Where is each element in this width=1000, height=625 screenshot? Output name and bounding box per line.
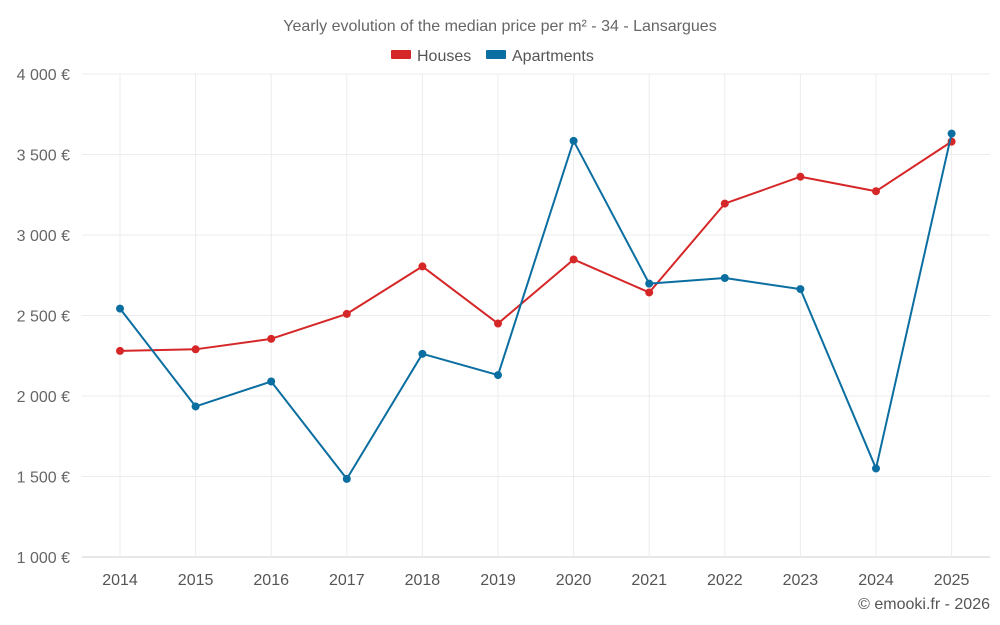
data-point-houses[interactable] [796, 172, 805, 181]
legend-item-houses[interactable]: Houses [391, 48, 471, 65]
data-point-apartments[interactable] [116, 304, 124, 313]
legend-label: Houses [417, 48, 471, 65]
y-tick-label: 2 500 € [17, 309, 70, 326]
data-point-apartments[interactable] [267, 377, 276, 386]
data-point-houses[interactable] [191, 345, 200, 354]
data-point-houses[interactable] [116, 346, 124, 355]
legend: Houses Apartments [391, 48, 594, 65]
x-tick-label: 2017 [329, 572, 365, 589]
series-apartments [116, 129, 956, 483]
x-axis: 2014 2015 2016 2017 2018 2019 2020 2021 2022 2023… [102, 572, 969, 589]
legend-item-apartments[interactable]: Apartments [486, 48, 594, 65]
legend-label: Apartments [512, 48, 594, 65]
grid [82, 73, 990, 558]
series [116, 129, 956, 483]
data-point-apartments[interactable] [645, 279, 654, 288]
data-point-houses[interactable] [645, 288, 654, 297]
x-tick-label: 2024 [858, 572, 894, 589]
x-tick-label: 2016 [253, 572, 289, 589]
series-line-houses [119, 140, 953, 352]
y-axis: 1 000 € 1 500 € 2 000 € 2 500 € 3 000 € 3 500… [17, 67, 70, 567]
x-tick-label: 2014 [102, 572, 138, 589]
y-tick-label: 1 500 € [17, 470, 70, 487]
legend-swatch [391, 50, 411, 59]
y-tick-label: 3 500 € [17, 148, 70, 165]
data-point-houses[interactable] [569, 255, 578, 264]
data-point-apartments[interactable] [494, 371, 502, 380]
data-point-apartments[interactable] [947, 129, 956, 138]
series-houses [116, 137, 956, 355]
x-tick-label: 2025 [934, 572, 970, 589]
chart-title: Yearly evolution of the median price per… [283, 18, 716, 35]
data-point-houses[interactable] [494, 319, 502, 328]
series-line-apartments [119, 133, 953, 480]
data-point-apartments[interactable] [191, 402, 200, 411]
data-point-houses[interactable] [267, 334, 276, 343]
data-point-houses[interactable] [418, 262, 427, 271]
data-point-apartments[interactable] [872, 464, 880, 473]
y-tick-label: 1 000 € [17, 550, 70, 567]
data-point-apartments[interactable] [342, 474, 351, 483]
x-tick-label: 2023 [783, 572, 819, 589]
x-tick-label: 2015 [178, 572, 214, 589]
y-tick-label: 3 000 € [17, 228, 70, 245]
credit-text: © emooki.fr - 2026 [858, 596, 990, 613]
data-point-apartments[interactable] [796, 285, 805, 294]
data-point-apartments[interactable] [720, 273, 729, 282]
y-tick-label: 2 000 € [17, 389, 70, 406]
y-tick-label: 4 000 € [17, 67, 70, 84]
data-point-apartments[interactable] [418, 349, 427, 358]
data-point-apartments[interactable] [569, 136, 578, 145]
x-tick-label: 2022 [707, 572, 743, 589]
x-tick-label: 2018 [405, 572, 441, 589]
data-point-houses[interactable] [872, 187, 880, 196]
x-tick-label: 2021 [631, 572, 667, 589]
legend-swatch [486, 50, 506, 59]
data-point-houses[interactable] [720, 199, 729, 208]
x-tick-label: 2019 [480, 572, 516, 589]
data-point-houses[interactable] [342, 309, 351, 318]
x-tick-label: 2020 [556, 572, 592, 589]
